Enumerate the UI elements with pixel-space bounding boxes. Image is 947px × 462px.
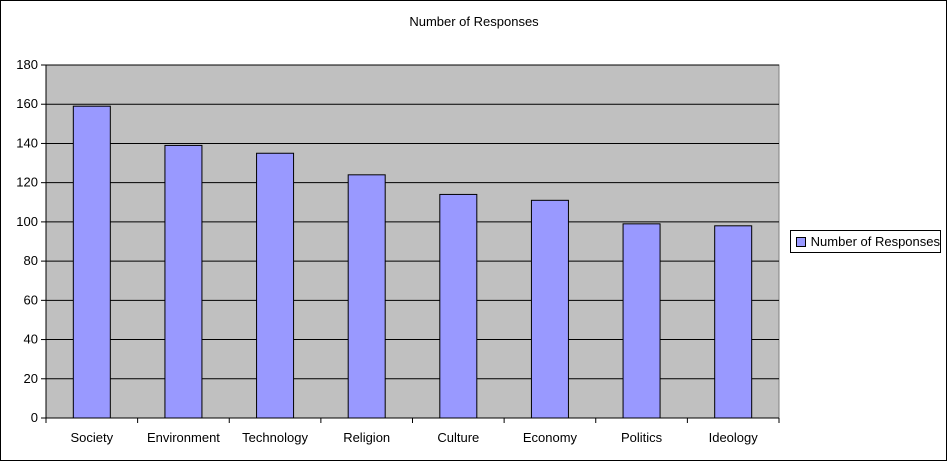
- y-tick-label: 60: [24, 292, 38, 307]
- plot-area: [45, 64, 780, 419]
- legend-label: Number of Responses: [810, 234, 940, 249]
- x-tick-label: Culture: [437, 430, 479, 445]
- axes: [41, 64, 780, 423]
- y-tick-label: 20: [24, 371, 38, 386]
- bar-culture: [439, 193, 478, 419]
- y-tick-label: 140: [16, 135, 38, 150]
- y-axis-tick-labels: 0 20 40 60 80 100 120 140 160 180: [16, 57, 38, 425]
- bar-society: [72, 105, 111, 419]
- x-tick-label: Economy: [523, 430, 578, 445]
- bar-technology: [256, 152, 295, 419]
- legend: Number of Responses: [790, 230, 941, 253]
- bar-politics: [622, 223, 661, 419]
- bar-economy: [530, 199, 569, 419]
- bars: [72, 105, 753, 419]
- bar-ideology: [714, 225, 753, 419]
- x-tick-label: Politics: [621, 430, 663, 445]
- y-tick-label: 160: [16, 96, 38, 111]
- y-tick-label: 0: [31, 410, 38, 425]
- y-tick-label: 80: [24, 253, 38, 268]
- y-tick-label: 120: [16, 175, 38, 190]
- y-tick-label: 180: [16, 57, 38, 72]
- chart-title: Number of Responses: [409, 14, 539, 29]
- x-tick-label: Environment: [147, 430, 220, 445]
- y-tick-label: 40: [24, 332, 38, 347]
- bar-religion: [347, 174, 386, 419]
- x-tick-label: Ideology: [709, 430, 759, 445]
- bar-environment: [164, 144, 203, 419]
- x-axis-tick-labels: Society Environment Technology Religion Cult…: [70, 430, 758, 445]
- x-tick-label: Religion: [343, 430, 390, 445]
- x-tick-label: Technology: [242, 430, 308, 445]
- y-tick-label: 100: [16, 214, 38, 229]
- x-tick-label: Society: [70, 430, 113, 445]
- legend-swatch: [796, 236, 806, 247]
